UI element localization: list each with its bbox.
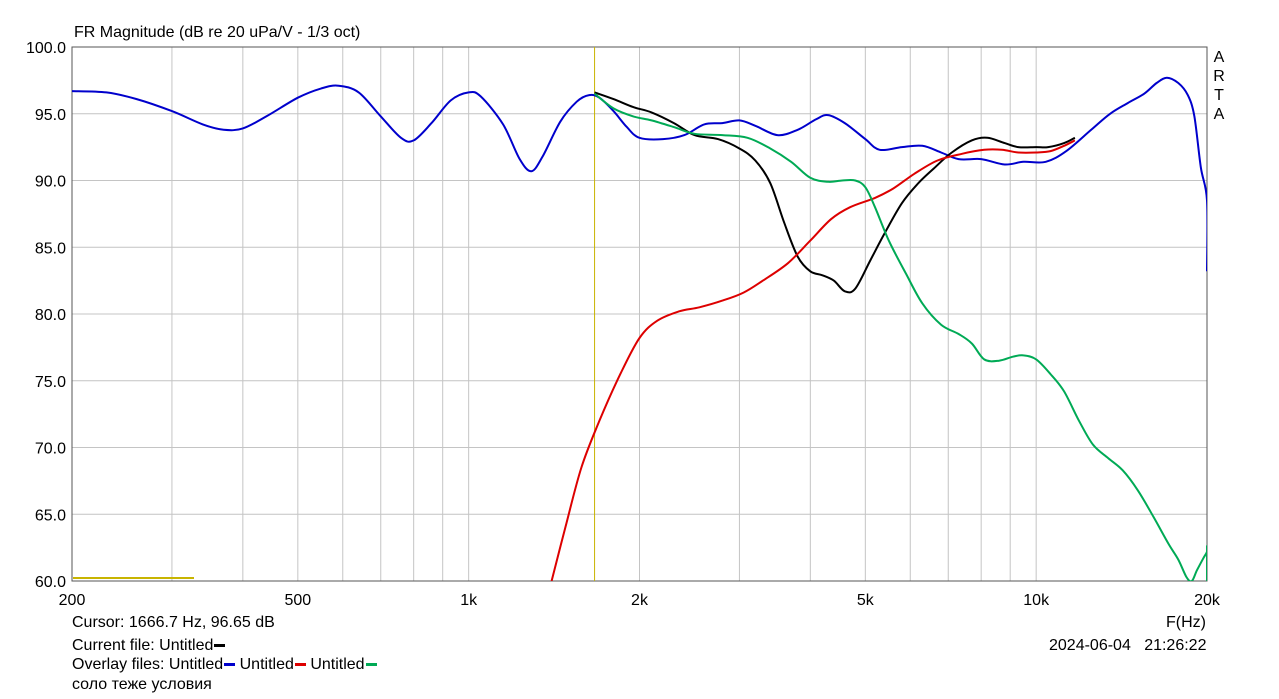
series-line-3 <box>550 139 1076 581</box>
series-line-1 <box>72 76 1207 272</box>
y-tick-label: 60.0 <box>35 574 66 591</box>
current-file-line: Current file: Untitled <box>72 637 226 655</box>
arta-letter-1: A <box>1213 49 1225 66</box>
overlay-files-label: Overlay files: Untitled <box>72 656 224 673</box>
cursor-readout: Cursor: 1666.7 Hz, 96.65 dB <box>72 614 275 631</box>
y-tick-label: 70.0 <box>35 441 66 458</box>
y-tick-label: 85.0 <box>35 240 66 257</box>
arta-logo-text: A R T A <box>1212 48 1226 124</box>
comment-text: соло теже условия <box>72 676 212 693</box>
y-tick-label: 100.0 <box>26 40 66 57</box>
grid <box>71 46 1208 582</box>
tick-labels: 100.0 95.0 90.0 85.0 80.0 75.0 70.0 65.0 60.0200… <box>26 40 1221 609</box>
date-text: 2024-06-04 <box>1049 637 1131 654</box>
arta-letter-2: R <box>1213 68 1225 85</box>
chart-title: FR Magnitude (dB re 20 uPa/V - 1/3 oct) <box>74 24 361 41</box>
x-tick-label: 500 <box>284 592 311 609</box>
series-line-4 <box>593 92 1207 581</box>
y-tick-label: 90.0 <box>35 174 66 191</box>
x-tick-label: 1k <box>460 592 478 609</box>
arta-letter-3: T <box>1214 87 1224 104</box>
x-tick-label: 10k <box>1023 592 1050 609</box>
current-file-swatch <box>214 644 226 648</box>
y-tick-label: 95.0 <box>35 107 66 124</box>
time-text: 21:26:22 <box>1144 637 1207 654</box>
x-tick-label: 5k <box>857 592 875 609</box>
timestamp: 2024-06-04 21:26:22 <box>1049 637 1206 655</box>
y-tick-label: 80.0 <box>35 307 66 324</box>
x-tick-label: 2k <box>631 592 649 609</box>
x-tick-label: 20k <box>1194 592 1221 609</box>
overlay-swatch-blue <box>224 663 236 667</box>
current-file-label: Current file: Untitled <box>72 637 214 654</box>
arta-letter-4: A <box>1213 106 1225 123</box>
series-line-2 <box>594 91 1076 294</box>
overlay-file-2: Untitled <box>239 656 294 673</box>
y-tick-label: 65.0 <box>35 507 66 524</box>
x-axis-label: F(Hz) <box>1166 614 1206 631</box>
overlay-swatch-green <box>365 663 377 667</box>
plot-frame <box>71 46 1208 582</box>
y-tick-label: 75.0 <box>35 374 66 391</box>
x-tick-label: 200 <box>59 592 86 609</box>
overlay-files-line: Overlay files: Untitled Untitled Untitle… <box>72 656 377 674</box>
overlay-file-3: Untitled <box>310 656 365 673</box>
series-layer <box>72 76 1207 581</box>
overlay-swatch-red <box>294 663 306 667</box>
